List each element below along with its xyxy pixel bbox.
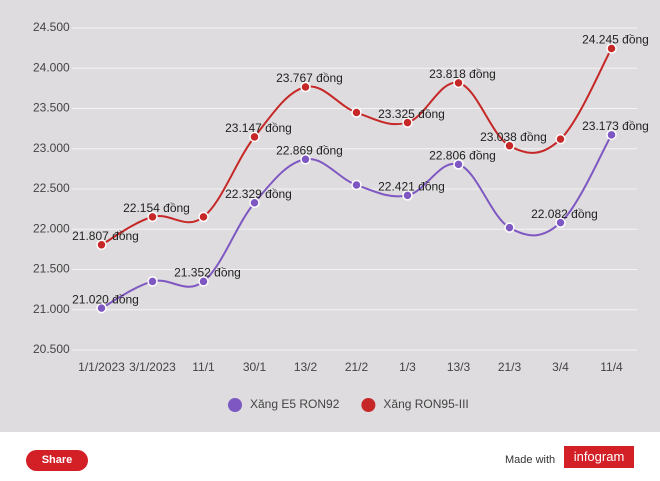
data-label: 23.767 đồng [276,71,343,85]
data-label: 22.154 đồng [123,201,190,215]
data-label: 23.038 đồng [480,130,547,144]
data-label: 22.806 đồng [429,149,496,163]
data-point [198,276,209,287]
y-tick-label: 23.500 [33,101,70,115]
data-point [555,133,566,145]
x-tick-label: 13/2 [294,360,318,374]
x-tick-label: 1/3 [399,360,416,374]
data-label: 23.325 đồng [378,107,445,121]
x-tick-label: 3/4 [552,360,569,374]
data-label: 22.421 đồng [378,180,445,194]
data-label: 21.807 đồng [72,229,139,243]
data-label: 23.818 đồng [429,67,496,81]
data-point [402,117,413,128]
data-point [504,140,515,151]
data-point [147,276,158,287]
data-point [351,107,362,118]
y-tick-label: 24.000 [33,60,70,74]
data-point [147,211,158,223]
y-tick-label: 21.500 [33,262,70,276]
data-point [249,131,260,143]
data-point [504,222,515,233]
y-tick-label: 22.000 [33,221,70,235]
legend-marker [228,398,242,412]
data-point [453,77,464,89]
data-label: 24.245 đồng [582,33,649,47]
chart: 20.500 21.000 21.500 22.000 22.500 23.000 23.5… [0,0,660,432]
data-point [249,197,260,209]
data-label: 23.147 đồng [225,121,292,135]
data-label: 23.173 đồng [582,119,649,133]
legend-label: Xăng E5 RON92 [250,397,340,411]
footer: Share Made with infogram [0,432,660,481]
data-point [402,190,413,201]
data-point [606,129,617,141]
data-point [606,43,617,54]
x-tick-label: 30/1 [243,360,267,374]
data-point [198,211,209,223]
legend-marker [361,398,376,412]
brand-logo[interactable]: infogram [564,446,634,468]
x-tick-label: 11/1 [192,360,215,374]
y-tick-label: 20.500 [33,342,70,356]
x-tick-label: 21/2 [345,360,369,374]
data-point [96,302,107,314]
data-label: 22.329 đồng [225,187,292,201]
x-tick-label: 3/1/2023 [129,360,176,374]
data-label: 21.020 đồng [72,292,139,306]
data-point [300,154,311,165]
data-point [351,179,362,191]
data-point [300,81,311,93]
data-label: 22.082 đồng [531,207,598,221]
data-point [453,159,464,170]
x-tick-label: 13/3 [447,360,471,374]
chart-background [0,0,660,432]
y-tick-label: 22.500 [33,181,70,195]
data-label: 22.869 đồng [276,143,343,157]
x-tick-label: 21/3 [498,360,522,374]
x-tick-label: 1/1/2023 [78,360,125,374]
x-tick-label: 11/4 [600,360,623,374]
y-tick-label: 21.000 [33,302,70,316]
y-tick-label: 23.000 [33,141,70,155]
legend-label: Xăng RON95-III [383,397,468,411]
data-point [555,217,566,228]
y-tick-label: 24.500 [33,20,70,34]
made-with: Made with [505,454,556,466]
data-label: 21.352 đồng [174,266,241,280]
share-button[interactable]: Share [26,450,88,471]
data-point [96,239,107,251]
